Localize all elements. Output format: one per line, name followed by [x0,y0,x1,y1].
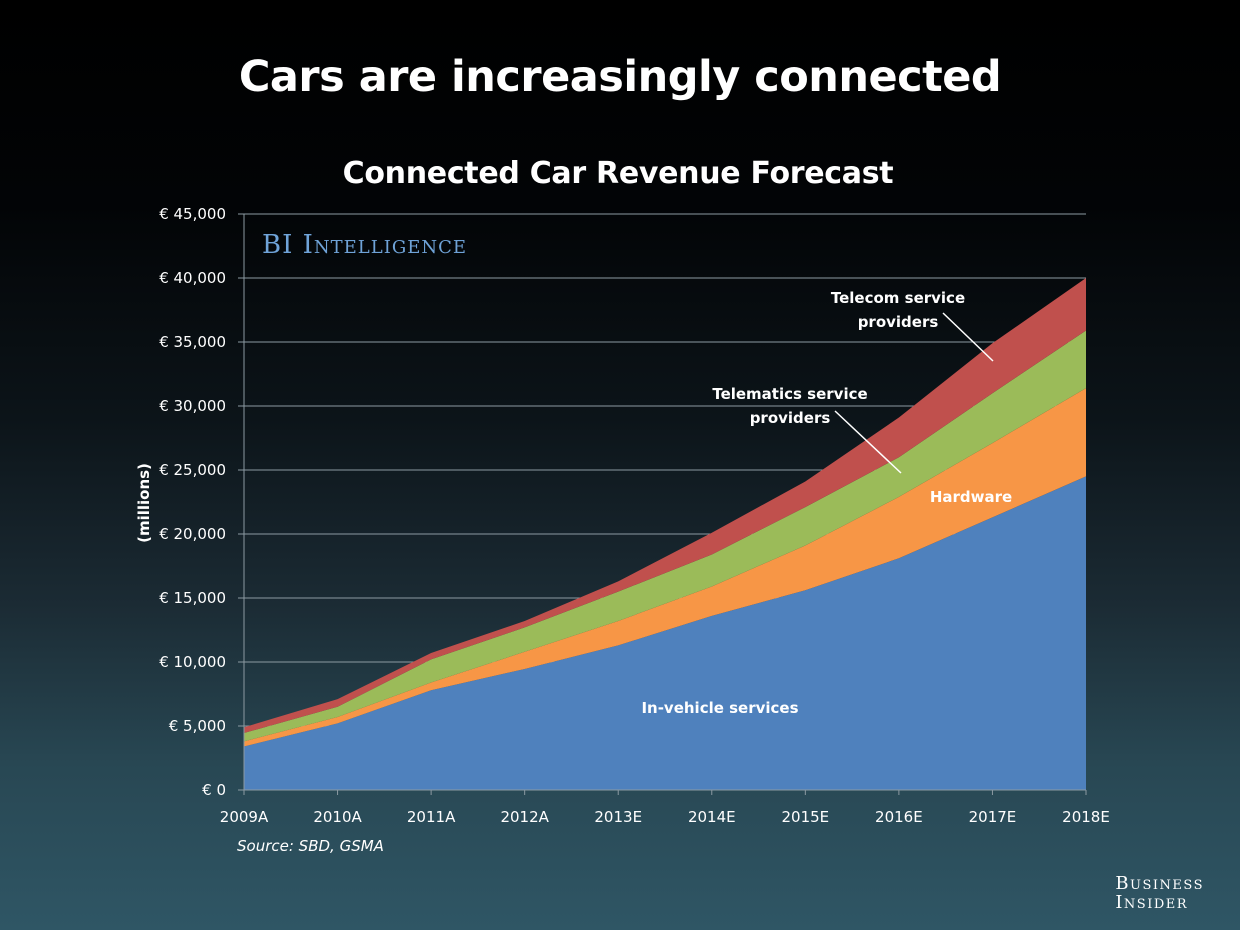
x-tick-label: 2018E [1062,808,1110,826]
source-note: Source: SBD, GSMA [237,837,384,855]
y-tick-label: € 20,000 [159,525,226,543]
brand-line-1: Business [1115,873,1204,894]
y-axis-label: (millions) [135,463,153,543]
slide-title: Cars are increasingly connected [238,52,1002,102]
annotation-in-vehicle: In-vehicle services [641,699,798,717]
y-tick-label: € 15,000 [159,589,226,607]
x-tick-label: 2017E [969,808,1017,826]
y-tick-label: € 40,000 [159,269,226,287]
y-tick-labels: € 0 € 5,000 € 10,000 € 15,000 € 20,000 € 25,0… [159,205,226,799]
annotation-telecom-line1: Telecom service [831,289,965,307]
x-tick-label: 2010A [313,808,362,826]
axes [238,213,1087,795]
x-tick-label: 2011A [407,808,456,826]
annotation-telecom-leader [942,312,994,362]
x-tick-label: 2014E [688,808,736,826]
annotation-telematics-leader [834,410,902,474]
y-tick-label: € 5,000 [169,717,226,735]
y-tick-label: € 30,000 [159,397,226,415]
y-tick-label: € 45,000 [159,205,226,223]
annotation-hardware: Hardware [930,488,1012,506]
y-tick-label: € 0 [202,781,226,799]
x-tick-label: 2016E [875,808,923,826]
business-insider-logo: Business Insider [1115,874,1204,912]
x-tick-label: 2013E [594,808,642,826]
y-tick-label: € 25,000 [159,461,226,479]
area-series [244,278,1086,790]
x-tick-label: 2015E [782,808,830,826]
x-tick-label: 2012A [500,808,549,826]
annotation-telematics-line1: Telematics service [712,385,867,403]
area-in-vehicle-services [244,476,1086,790]
x-tick-labels: 2009A 2010A 2011A 2012A 2013E 2014E 2015E 2016E… [220,808,1110,826]
annotation-telecom-line2: providers [858,313,939,331]
x-tick-label: 2009A [220,808,269,826]
chart-title: Connected Car Revenue Forecast [342,156,894,191]
y-tick-label: € 10,000 [159,653,226,671]
y-tick-label: € 35,000 [159,333,226,351]
annotation-telematics-line2: providers [750,409,831,427]
series-annotations: Telecom service providers Telematics ser… [641,289,1012,717]
brand-line-2: Insider [1115,892,1189,913]
bi-intelligence-watermark: BI Intelligence [262,230,468,260]
